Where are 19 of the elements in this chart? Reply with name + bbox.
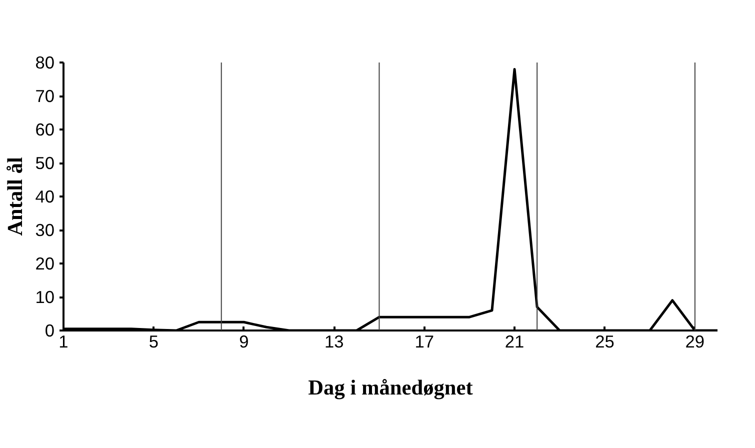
- x-tick-label: 1: [58, 332, 68, 352]
- y-tick-label: 20: [35, 254, 55, 274]
- x-tick-label: 5: [148, 332, 159, 352]
- y-tick-label: 30: [35, 220, 55, 240]
- x-axis-title: Dag i månedøgnet: [308, 376, 474, 400]
- x-tick-label: 25: [595, 332, 614, 352]
- x-tick-label: 9: [239, 332, 249, 352]
- y-tick-label: 80: [35, 52, 55, 72]
- y-axis-title: Antall ål: [3, 157, 28, 236]
- x-tick-label: 29: [685, 332, 705, 352]
- y-tick-label: 10: [35, 287, 55, 307]
- y-tick-label: 50: [35, 153, 55, 173]
- x-tick-label: 21: [504, 332, 524, 352]
- y-tick-label: 70: [35, 86, 55, 106]
- y-tick-label: 60: [35, 120, 55, 140]
- y-tick-label: 40: [35, 186, 55, 206]
- y-tick-label: 0: [44, 320, 55, 340]
- x-tick-label: 17: [414, 332, 434, 352]
- x-tick-label: 13: [324, 332, 344, 352]
